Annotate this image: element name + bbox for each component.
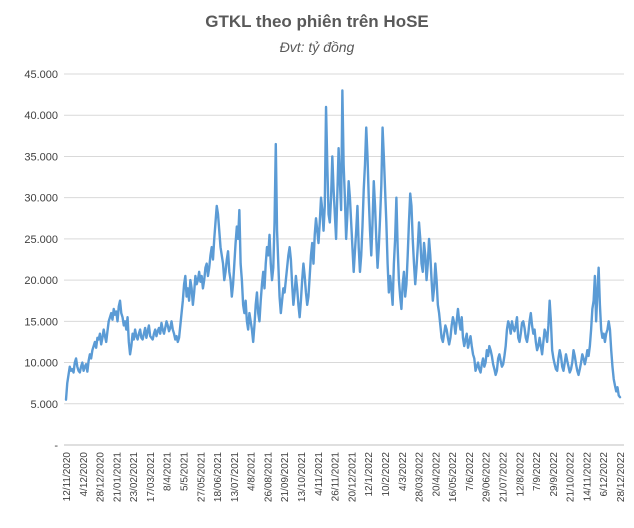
y-tick-label: - [54, 440, 58, 452]
gridlines [64, 73, 624, 446]
x-tick-label: 18/06/2021 [213, 452, 224, 502]
x-tick-label: 20/4/2022 [431, 452, 442, 497]
x-tick-label: 4/3/2022 [398, 452, 409, 491]
x-tick-label: 12/8/2022 [515, 452, 526, 497]
y-axis-tick-labels: - 5.000 10.000 15.000 20.000 25.000 30.000 35.0… [24, 69, 58, 452]
x-tick-label: 21/10/2022 [566, 452, 577, 502]
x-tick-label: 28/03/2022 [415, 452, 426, 502]
series-layer [64, 89, 622, 401]
x-tick-label: 21/09/2021 [280, 452, 291, 502]
x-axis-tick-labels: 12/11/2020 4/12/2020 28/12/2020 21/01/2021 2… [62, 452, 627, 502]
x-tick-label: 8/4/2021 [163, 452, 174, 491]
x-tick-label: 4/8/2021 [247, 452, 258, 491]
series-line [64, 89, 622, 401]
y-tick-label: 35.000 [24, 151, 58, 163]
x-tick-label: 29/06/2022 [482, 452, 493, 502]
x-tick-label: 13/10/2021 [297, 452, 308, 502]
x-tick-label: 26/11/2021 [331, 452, 342, 502]
x-tick-label: 6/12/2022 [599, 452, 610, 497]
x-tick-label: 28/12/2022 [616, 452, 627, 502]
x-tick-label: 29/9/2022 [549, 452, 560, 497]
x-tick-label: 7/6/2022 [465, 452, 476, 491]
x-tick-label: 21/07/2022 [498, 452, 509, 502]
x-tick-label: 16/05/2022 [448, 452, 459, 502]
x-tick-label: 10/2/2022 [381, 452, 392, 497]
x-tick-label: 21/01/2021 [112, 452, 123, 502]
x-tick-label: 26/08/2021 [263, 452, 274, 502]
x-tick-label: 12/11/2020 [62, 452, 73, 502]
chart-title: GTKL theo phiên trên HoSE [205, 12, 429, 31]
y-tick-label: 5.000 [30, 399, 58, 411]
y-tick-label: 15.000 [24, 316, 58, 328]
y-tick-label: 10.000 [24, 358, 58, 370]
x-tick-label: 5/5/2021 [180, 452, 191, 491]
x-tick-label: 12/1/2022 [364, 452, 375, 497]
x-tick-label: 4/11/2021 [314, 452, 325, 496]
x-tick-label: 4/12/2020 [79, 452, 90, 497]
x-tick-label: 17/03/2021 [146, 452, 157, 502]
x-tick-label: 7/9/2022 [532, 452, 543, 491]
y-tick-label: 40.000 [24, 110, 58, 122]
y-tick-label: 20.000 [24, 275, 58, 287]
x-tick-label: 20/12/2021 [347, 452, 358, 502]
chart-subtitle: Đvt: tỷ đồng [280, 39, 355, 55]
x-tick-label: 14/11/2022 [582, 452, 593, 502]
x-tick-label: 23/02/2021 [129, 452, 140, 502]
y-tick-label: 30.000 [24, 193, 58, 205]
y-tick-label: 25.000 [24, 234, 58, 246]
x-tick-label: 27/05/2021 [196, 452, 207, 502]
y-tick-label: 45.000 [24, 69, 58, 81]
x-tick-label: 13/07/2021 [230, 452, 241, 502]
x-tick-label: 28/12/2020 [96, 452, 107, 502]
